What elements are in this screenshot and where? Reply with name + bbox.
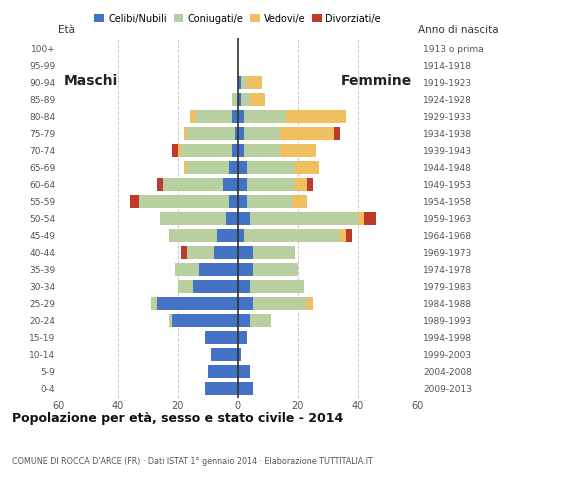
Bar xyxy=(346,229,351,242)
Bar xyxy=(280,127,334,140)
Bar xyxy=(292,195,307,208)
Bar xyxy=(157,297,238,310)
Bar xyxy=(151,297,157,310)
Bar xyxy=(238,127,244,140)
Bar xyxy=(238,331,246,344)
Bar xyxy=(253,246,295,259)
Bar xyxy=(163,178,223,191)
Bar xyxy=(232,110,238,123)
Bar xyxy=(244,229,340,242)
Bar xyxy=(250,93,264,106)
Bar xyxy=(253,263,298,276)
Bar xyxy=(157,178,163,191)
Bar xyxy=(172,313,238,327)
Bar xyxy=(238,280,250,293)
Text: Maschi: Maschi xyxy=(64,74,118,88)
Bar xyxy=(208,365,238,378)
Bar xyxy=(184,127,187,140)
Bar xyxy=(307,178,313,191)
Bar xyxy=(238,365,250,378)
Bar xyxy=(238,313,250,327)
Bar xyxy=(358,212,364,225)
Text: Età: Età xyxy=(58,25,75,35)
Bar xyxy=(241,93,250,106)
Bar xyxy=(238,178,246,191)
Text: Femmine: Femmine xyxy=(340,74,412,88)
Bar xyxy=(307,297,313,310)
Bar xyxy=(178,280,193,293)
Bar xyxy=(250,212,358,225)
Bar xyxy=(205,331,238,344)
Bar xyxy=(238,110,244,123)
Bar xyxy=(244,110,286,123)
Bar xyxy=(199,263,238,276)
Bar xyxy=(238,161,246,174)
Bar xyxy=(211,348,238,361)
Bar xyxy=(187,127,235,140)
Bar xyxy=(214,246,238,259)
Bar xyxy=(250,313,271,327)
Bar xyxy=(238,144,244,157)
Bar xyxy=(241,76,246,89)
Bar xyxy=(253,297,307,310)
Bar xyxy=(139,195,229,208)
Bar xyxy=(235,127,238,140)
Bar xyxy=(160,212,226,225)
Bar xyxy=(190,110,196,123)
Bar xyxy=(130,195,139,208)
Bar xyxy=(246,76,262,89)
Bar xyxy=(205,382,238,395)
Text: Anno di nascita: Anno di nascita xyxy=(418,25,498,35)
Bar xyxy=(187,246,214,259)
Bar xyxy=(238,229,244,242)
Text: COMUNE DI ROCCA D'ARCE (FR) · Dati ISTAT 1° gennaio 2014 · Elaborazione TUTTITAL: COMUNE DI ROCCA D'ARCE (FR) · Dati ISTAT… xyxy=(12,456,372,466)
Bar xyxy=(184,161,187,174)
Bar xyxy=(340,229,346,242)
Bar xyxy=(238,348,241,361)
Bar xyxy=(223,178,238,191)
Bar xyxy=(169,229,217,242)
Bar xyxy=(295,178,307,191)
Bar xyxy=(364,212,376,225)
Legend: Celibi/Nubili, Coniugati/e, Vedovi/e, Divorziati/e: Celibi/Nubili, Coniugati/e, Vedovi/e, Di… xyxy=(90,10,385,27)
Text: Popolazione per età, sesso e stato civile - 2014: Popolazione per età, sesso e stato civil… xyxy=(12,412,343,425)
Bar xyxy=(238,382,253,395)
Bar xyxy=(238,246,253,259)
Bar xyxy=(238,212,250,225)
Bar xyxy=(229,195,238,208)
Bar xyxy=(217,229,238,242)
Bar xyxy=(280,144,316,157)
Bar xyxy=(232,93,238,106)
Bar xyxy=(196,110,232,123)
Bar xyxy=(178,144,181,157)
Bar xyxy=(175,263,199,276)
Bar xyxy=(246,195,292,208)
Bar xyxy=(238,93,241,106)
Bar xyxy=(286,110,346,123)
Bar xyxy=(238,263,253,276)
Bar xyxy=(193,280,238,293)
Bar xyxy=(238,76,241,89)
Bar xyxy=(181,144,232,157)
Bar xyxy=(169,313,172,327)
Bar xyxy=(226,212,238,225)
Bar xyxy=(181,246,187,259)
Bar xyxy=(229,161,238,174)
Bar xyxy=(246,178,295,191)
Bar xyxy=(187,161,229,174)
Bar xyxy=(295,161,318,174)
Bar xyxy=(232,144,238,157)
Bar xyxy=(244,144,280,157)
Bar xyxy=(172,144,178,157)
Bar xyxy=(238,195,246,208)
Bar xyxy=(238,297,253,310)
Bar xyxy=(246,161,295,174)
Bar xyxy=(334,127,340,140)
Bar xyxy=(250,280,304,293)
Bar xyxy=(244,127,280,140)
